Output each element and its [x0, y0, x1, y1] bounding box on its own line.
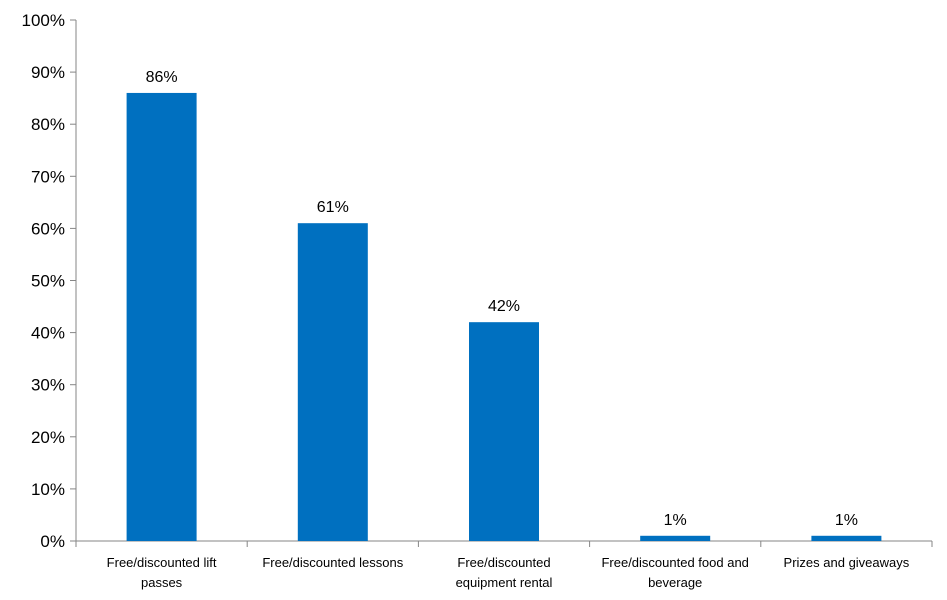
y-tick-label: 0% [40, 532, 65, 551]
category-label: equipment rental [456, 575, 553, 590]
y-tick-label: 70% [31, 167, 65, 186]
bar [297, 223, 368, 541]
category-label: passes [141, 575, 183, 590]
y-tick-label: 60% [31, 219, 65, 238]
bar [469, 322, 539, 541]
category-label: Free/discounted [457, 555, 550, 570]
bar [126, 92, 197, 541]
category-label: Free/discounted food and [601, 555, 748, 570]
y-tick-label: 20% [31, 428, 65, 447]
bar [640, 535, 711, 541]
y-tick-label: 10% [31, 480, 65, 499]
y-tick-label: 50% [31, 272, 65, 291]
x-axis: Free/discounted lift passes Free/discounte… [75, 540, 933, 590]
category-label: Free/discounted lift [107, 555, 217, 570]
data-label: 42% [488, 298, 520, 315]
y-tick-label: 100% [22, 11, 65, 30]
data-label: 86% [146, 69, 178, 86]
y-tick-label: 40% [31, 324, 65, 343]
y-tick-label: 30% [31, 376, 65, 395]
y-tick-label: 80% [31, 115, 65, 134]
category-label: Free/discounted lessons [262, 555, 403, 570]
bar [811, 535, 882, 541]
y-tick-label: 90% [31, 63, 65, 82]
data-label: 1% [664, 512, 687, 529]
data-label: 61% [317, 199, 349, 216]
category-label: Prizes and giveaways [784, 555, 910, 570]
bars [126, 92, 882, 541]
y-axis: 0% 10% 20% 30% 40% 50% 60% 70% 80% 90% 100% [22, 11, 77, 551]
data-label: 1% [835, 512, 858, 529]
data-labels: 86% 61% 42% 1% 1% [146, 69, 858, 529]
category-label: beverage [648, 575, 702, 590]
